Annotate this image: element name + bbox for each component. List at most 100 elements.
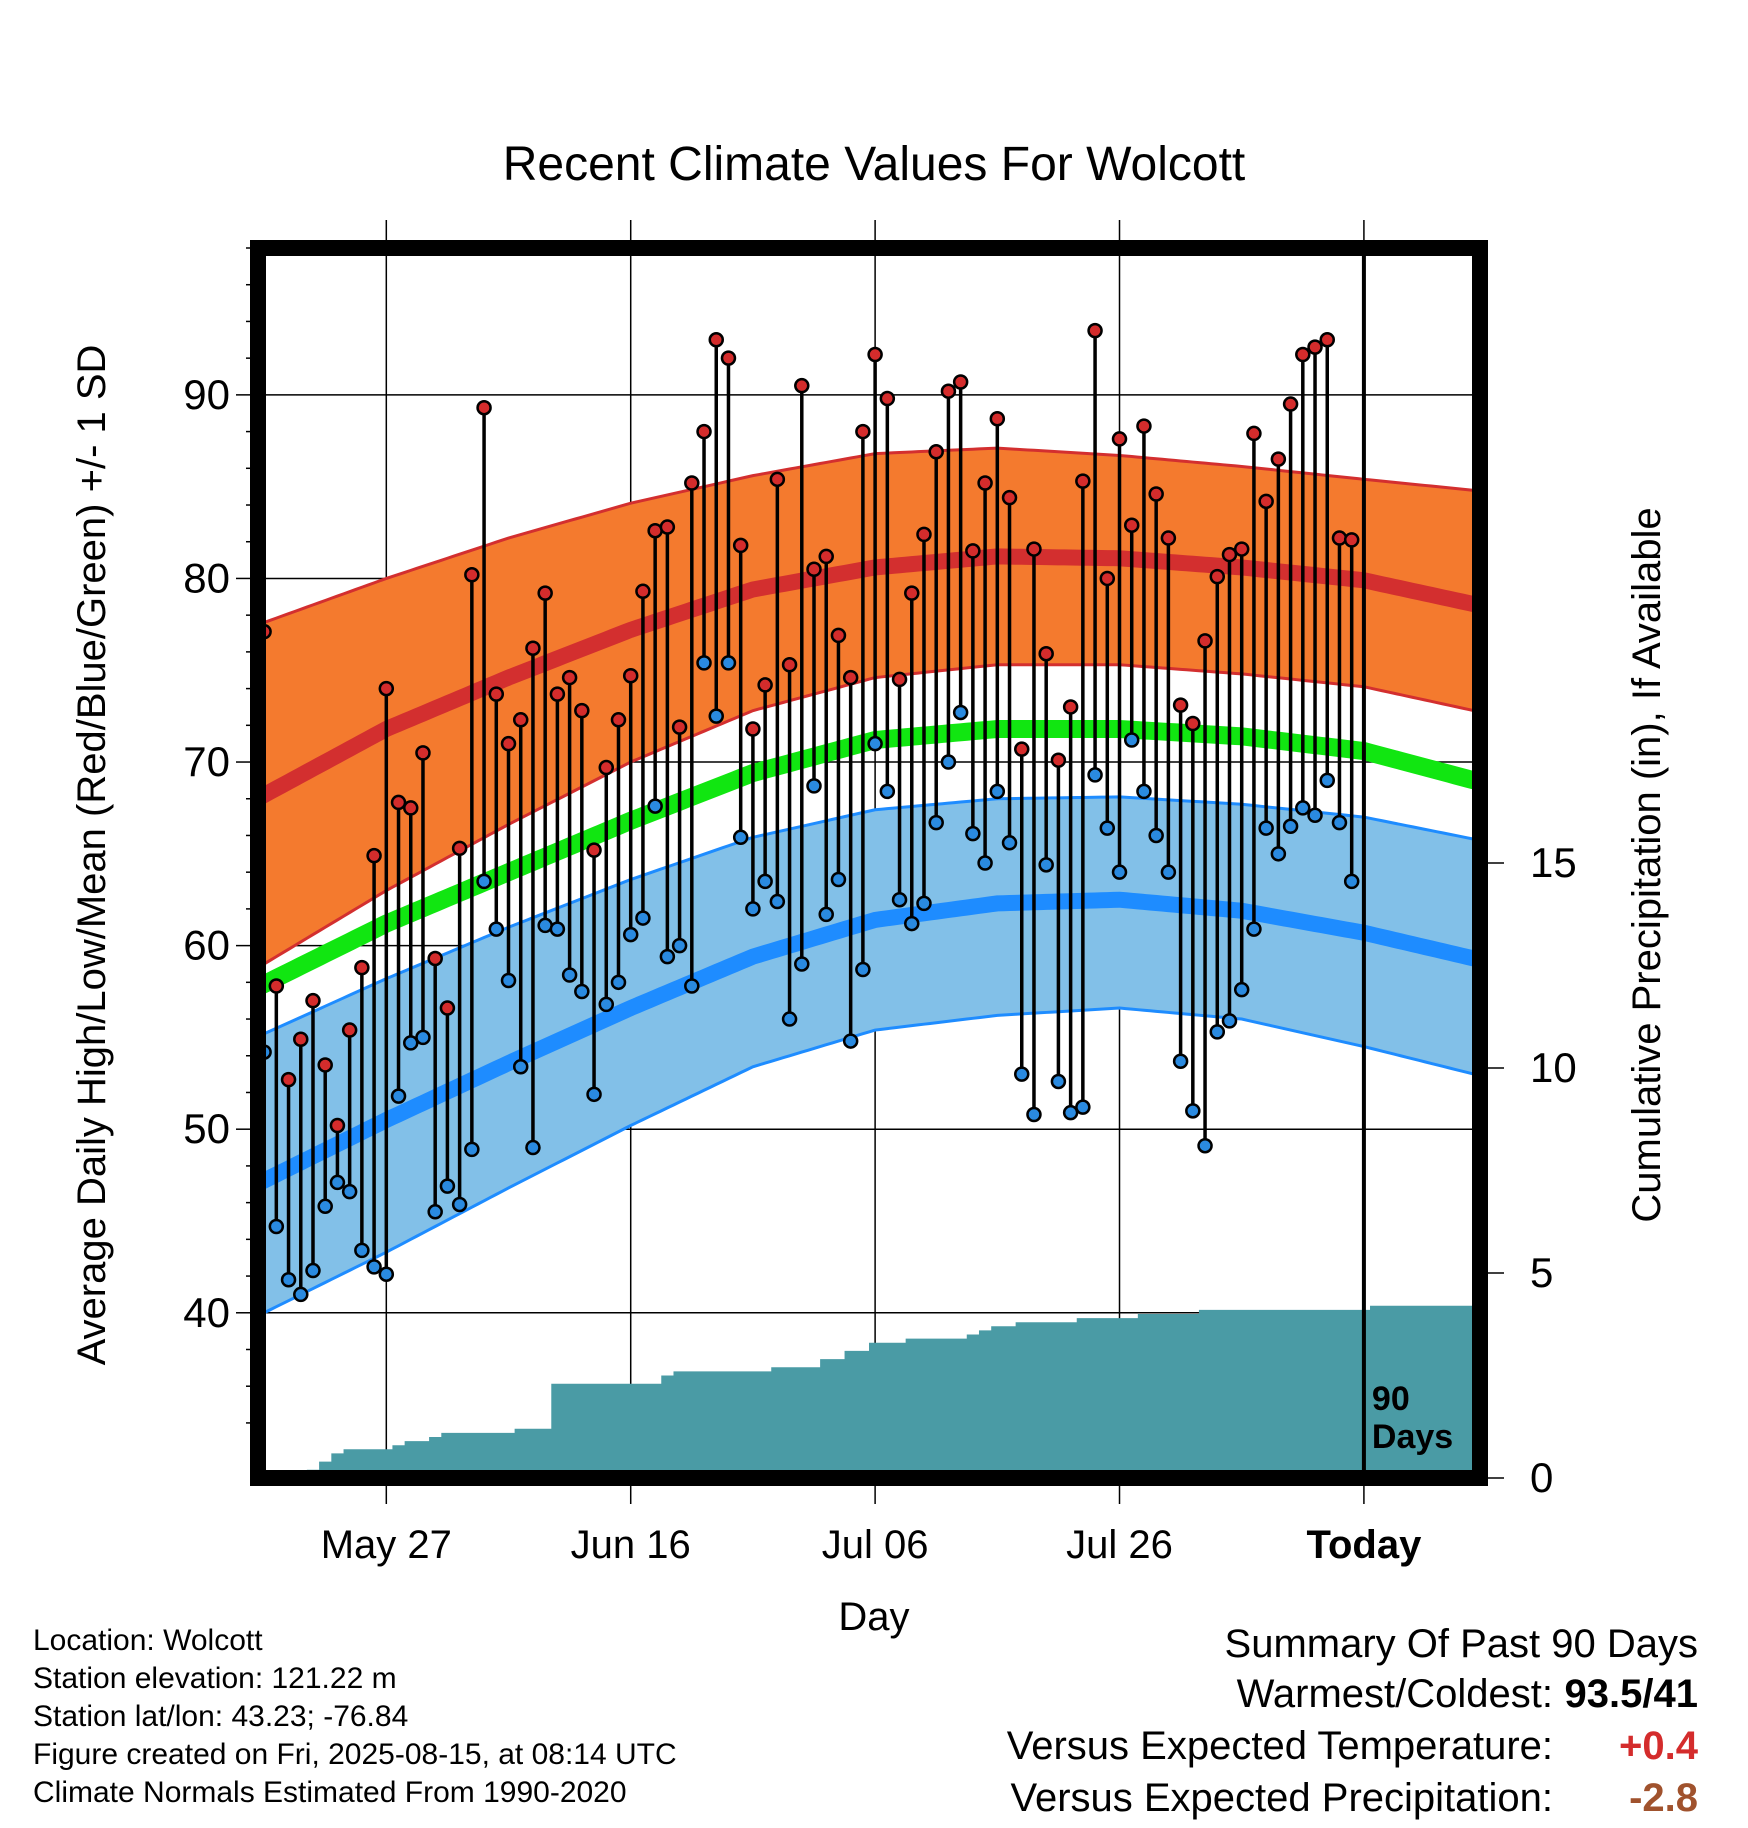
y-tick-label: 60 [183,922,230,969]
observed-high-point [537,585,553,601]
observed-low-point [1209,1024,1226,1040]
low-band-lower-edge [258,1006,1480,1315]
observed-low-point [1123,732,1140,748]
observed-high-point [1075,473,1091,489]
observed-low-point [977,855,993,871]
cumulative-precip-area [294,1305,1480,1478]
observed-low-point [855,961,871,978]
observed-low-point [965,825,981,842]
observed-high-point [1233,541,1250,557]
observed-low-point [1038,857,1054,873]
observed-high-point [1319,332,1335,348]
observed-high-point [965,543,981,559]
elevation-text: Station elevation: 121.22 m [33,1662,397,1695]
observed-high-point [855,423,871,440]
observed-high-point [610,712,627,728]
observed-low-point [354,1242,370,1259]
observed-high-point [451,840,468,857]
observed-high-point [366,847,382,864]
x-tick-label: Jun 16 [571,1523,691,1567]
observed-low-point [720,655,737,671]
observed-high-point [354,959,370,976]
high-band-upper-edge [258,446,1480,625]
low-band-upper-edge [258,795,1480,1036]
high-normal-band [258,448,1480,964]
summary-title: Summary Of Past 90 Days [1224,1622,1698,1666]
observed-low-point [769,893,786,910]
observed-low-point [794,956,810,972]
observed-high-point [916,526,932,543]
observed-low-point [696,655,712,671]
observed-low-point [488,921,505,937]
observed-low-point [1197,1137,1213,1154]
observed-low-point [916,895,932,912]
observed-low-point [1050,1073,1067,1090]
observed-low-point [806,778,822,794]
observed-low-point [928,814,944,831]
observed-high-point [867,346,883,363]
observed-high-point [329,1117,346,1134]
observed-low-point [904,915,920,932]
observed-low-point [940,754,957,770]
y2-tick-label: 15 [1530,839,1577,886]
observed-low-point [1282,818,1299,835]
observed-high-point [427,950,443,967]
observed-low-point [329,1174,346,1191]
observed-low-point [1087,767,1103,783]
warm-label: Warmest/Coldest: [1236,1672,1553,1716]
temp-value: +0.4 [1619,1724,1698,1768]
observed-high-point [952,374,969,390]
observed-low-point [867,735,883,752]
observed-low-point [1343,873,1360,890]
observed-low-point [451,1196,468,1213]
observed-high-point [1026,541,1042,557]
observed-low-point [891,891,908,908]
observed-high-point [732,537,749,554]
observed-low-point [635,910,651,926]
observed-low-point [378,1266,395,1282]
y2-tick-label: 5 [1530,1249,1553,1296]
observed-high-point [781,656,798,673]
observed-low-point [525,1139,541,1156]
observed-low-point [1221,1013,1238,1029]
observed-high-point [549,686,566,702]
temp-label: Versus Expected Temperature: [1006,1724,1553,1768]
observed-low-point [1233,981,1250,998]
observed-high-point [1062,699,1079,715]
observed-high-point [659,519,676,535]
warm-value: 93.5/41 [1564,1672,1698,1716]
observed-high-point [317,1057,333,1073]
observed-high-point [769,471,786,488]
observed-low-point [1307,807,1323,824]
observed-high-point [1221,546,1238,563]
observed-low-point [671,937,688,954]
observed-low-point [293,1286,309,1303]
observed-high-point [1197,633,1213,649]
observed-high-point [1331,530,1348,546]
observed-low-point [757,873,773,890]
y-tick-label: 80 [183,554,230,601]
observed-low-point [1026,1106,1042,1123]
observed-high-point [525,640,541,656]
observed-high-point [1270,451,1287,467]
observed-low-point [390,1088,407,1104]
x-axis-label: Day [838,1595,909,1639]
x-tick-label: Jul 26 [1066,1523,1173,1567]
observed-low-point [317,1198,333,1215]
observed-low-point [684,978,700,994]
y-tick-label: 40 [183,1289,230,1336]
observed-high-point [464,567,480,583]
observed-low-point [268,1218,285,1235]
observed-high-point [794,377,810,394]
observed-low-point [598,996,615,1013]
observed-high-point [1136,418,1152,434]
x-tick-label: Today [1306,1523,1422,1567]
observed-low-point [842,1033,859,1049]
prcp-value: -2.8 [1629,1776,1698,1820]
y-tick-label: 70 [183,738,230,785]
low-normal-band [258,796,1480,1313]
observed-high-point [928,444,944,460]
y2-tick-label: 10 [1530,1044,1577,1091]
observed-high-point [476,399,492,416]
observed-low-point [574,983,590,1000]
